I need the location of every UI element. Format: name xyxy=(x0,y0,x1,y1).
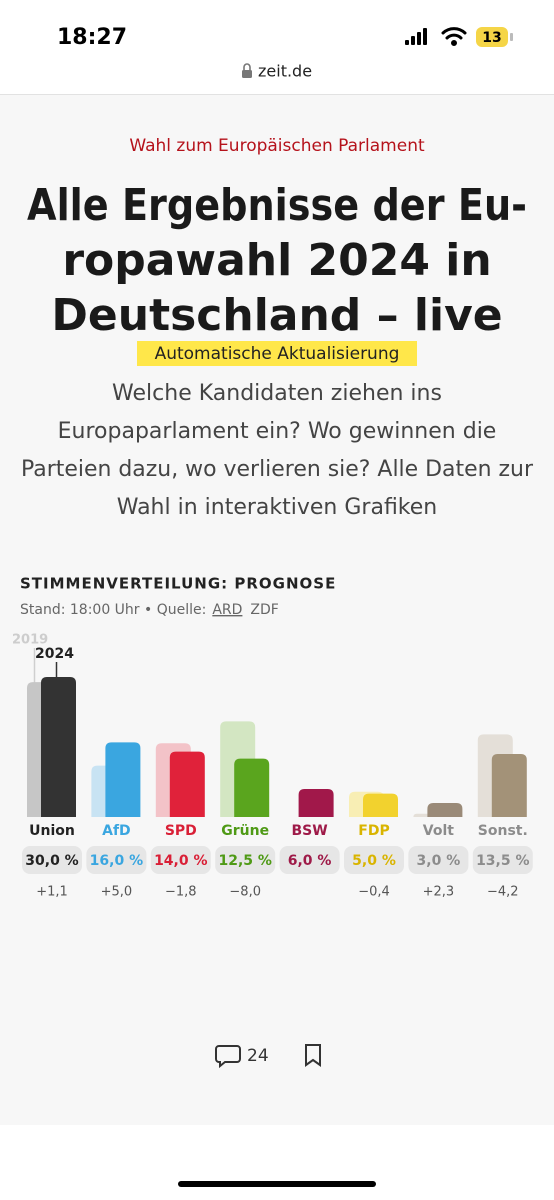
value-label: 16,0 % xyxy=(90,853,143,869)
value-pill xyxy=(279,846,340,874)
value-label: 14,0 % xyxy=(154,853,207,869)
bar xyxy=(169,751,205,817)
battery xyxy=(476,27,508,47)
category-label: AfD xyxy=(102,823,131,839)
url[interactable]: zeit.de xyxy=(258,62,312,81)
signal-icon xyxy=(405,28,427,45)
summary: Europaparlament ein? Wo gewinnen die xyxy=(58,419,497,444)
headline: Alle Ergebnisse der Eu- xyxy=(27,180,527,231)
kicker: Wahl zum Europäischen Parlament xyxy=(129,136,425,156)
lock-icon xyxy=(242,63,252,78)
change-label: −1,8 xyxy=(165,885,197,900)
value-label: 6,0 % xyxy=(288,853,332,869)
value-pill xyxy=(86,846,147,874)
value-pill xyxy=(472,846,533,874)
category-label: SPD xyxy=(165,823,197,839)
category-label: Union xyxy=(29,823,75,839)
change-label: +1,1 xyxy=(36,885,68,900)
change-label: −8,0 xyxy=(229,885,261,900)
summary: Welche Kandidaten ziehen ins xyxy=(112,381,442,406)
legend-label: 2024 xyxy=(35,646,74,662)
change-label: −4,2 xyxy=(487,885,519,900)
headline: ropawahl 2024 in xyxy=(62,235,491,286)
badge: Automatische Aktualisierung xyxy=(155,344,400,364)
source-link[interactable]: ARD xyxy=(212,602,242,618)
headline: Deutschland – live xyxy=(51,290,502,341)
value-label: 13,5 % xyxy=(476,853,529,869)
category-label: Volt xyxy=(423,823,454,839)
chart-subtitle: Stand: 18:00 Uhr • Quelle: xyxy=(20,602,206,618)
badge-bg xyxy=(137,341,417,366)
comment-icon[interactable] xyxy=(215,1045,241,1069)
chart-title: STIMMENVERTEILUNG: PROGNOSE xyxy=(20,575,336,593)
value-label: 3,0 % xyxy=(417,853,461,869)
battery-tip xyxy=(510,33,513,41)
legend-label: 2019 xyxy=(12,633,48,648)
comment-count[interactable]: 24 xyxy=(247,1046,269,1066)
status-time: 18:27 xyxy=(57,25,127,50)
bar xyxy=(363,793,398,817)
content-bg xyxy=(0,95,554,1125)
value-pill xyxy=(215,846,276,874)
change-label: +5,0 xyxy=(101,885,133,900)
category-label: Sonst. xyxy=(478,823,528,839)
bar xyxy=(41,677,76,817)
bookmark-icon[interactable] xyxy=(305,1044,321,1067)
change-label: −0,4 xyxy=(358,885,390,900)
top-bar xyxy=(0,0,554,95)
value-label: 30,0 % xyxy=(25,853,78,869)
category-label: BSW xyxy=(291,823,327,839)
value-pill xyxy=(22,846,82,874)
bar xyxy=(491,754,527,817)
summary: Parteien dazu, wo verlieren sie? Alle Da… xyxy=(21,457,534,482)
value-pill xyxy=(344,846,404,874)
change-label: +2,3 xyxy=(423,885,455,900)
wifi-icon xyxy=(441,27,467,46)
bar xyxy=(234,758,270,817)
battery-level: 13 xyxy=(482,30,501,46)
bar xyxy=(105,742,141,817)
bottom-bar xyxy=(0,1125,554,1200)
summary: Wahl in interaktiven Grafiken xyxy=(117,495,438,520)
bar xyxy=(298,789,334,817)
category-label: Grüne xyxy=(221,823,269,839)
home-indicator xyxy=(178,1181,376,1187)
value-pill xyxy=(150,846,211,874)
category-label: FDP xyxy=(358,823,389,839)
value-label: 12,5 % xyxy=(218,853,271,869)
value-pill xyxy=(408,846,469,874)
bar xyxy=(427,803,463,817)
source-link[interactable]: ZDF xyxy=(250,602,278,618)
value-label: 5,0 % xyxy=(352,853,396,869)
